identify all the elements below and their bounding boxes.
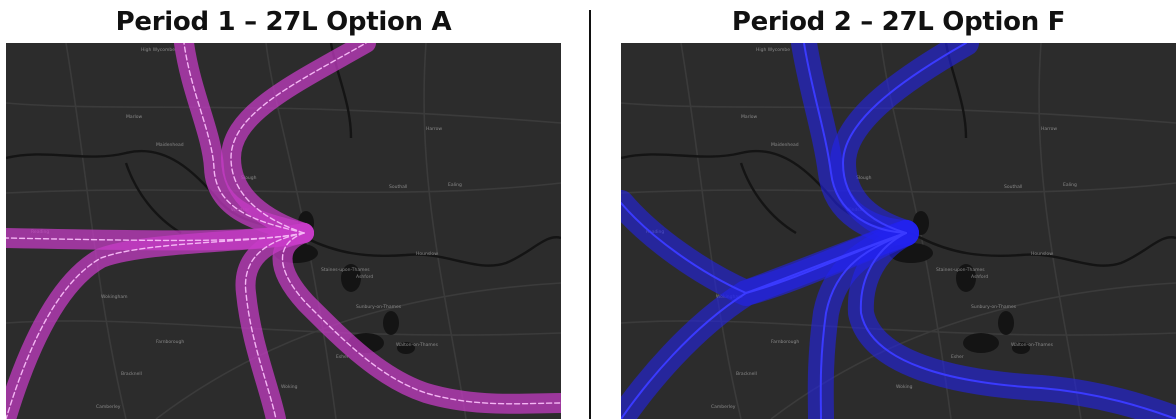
river-line <box>739 162 797 235</box>
reservoir <box>397 342 415 354</box>
reservoir <box>956 264 976 292</box>
road-line <box>880 43 952 419</box>
flight-route-centerlines <box>621 43 1176 419</box>
road-line <box>1038 43 1082 419</box>
place-label: Hounslow <box>1031 251 1053 257</box>
place-label: Maidenhead <box>771 142 799 148</box>
route-centerline-north-right <box>230 43 367 234</box>
place-label: Woking <box>281 384 298 390</box>
map-view[interactable]: High Wycombe Marlow Harrow Maidenhead Slough… <box>621 43 1176 419</box>
place-label: Harrow <box>426 126 442 132</box>
route-centerline-north-right <box>841 43 967 234</box>
route-centerline-southeast <box>859 232 1176 419</box>
route-centerline-south <box>244 232 305 419</box>
place-label: Bracknell <box>121 371 142 377</box>
road-line <box>423 43 467 419</box>
route-centerline-southwest <box>6 232 305 419</box>
reservoir <box>998 311 1014 335</box>
place-label: Woking <box>896 384 913 390</box>
route-swath-north-right <box>221 43 376 243</box>
place-label: Marlow <box>126 114 142 120</box>
road-line <box>65 43 127 419</box>
road-line <box>621 182 1176 194</box>
route-swath-north-right <box>830 43 979 246</box>
place-label: Staines-upon-Thames <box>936 267 985 273</box>
reservoir <box>341 264 361 292</box>
reservoir <box>383 311 399 335</box>
route-centerline-north-left <box>183 43 305 234</box>
place-label: Walton-on-Thames <box>1011 342 1054 348</box>
route-centerline-north-left <box>803 43 907 234</box>
place-label: Ealing <box>448 182 462 188</box>
place-label: Bracknell <box>736 371 757 377</box>
route-centerline-southwest <box>621 232 907 419</box>
period-2-panel: Period 2 – 27L Option F High Wycombe Marl… <box>621 0 1176 419</box>
flight-route-centerlines <box>6 43 561 419</box>
place-label: Slough <box>856 175 872 181</box>
place-label: Sunbury-on-Thames <box>971 304 1017 310</box>
road-line <box>680 43 742 419</box>
road-line <box>6 102 561 124</box>
road-line <box>621 102 1176 124</box>
place-label: Staines-upon-Thames <box>321 267 370 273</box>
place-label: Ashford <box>971 274 988 280</box>
place-label: Marlow <box>741 114 757 120</box>
place-label: Harrow <box>1041 126 1057 132</box>
route-centerline-southeast <box>281 232 561 405</box>
route-swath-southeast <box>272 223 561 414</box>
place-label: Slough <box>241 175 257 181</box>
place-label: Camberley <box>96 404 121 410</box>
place-label: High Wycombe <box>756 47 790 53</box>
place-label: Wokingham <box>101 294 128 300</box>
place-label: Southall <box>389 184 407 190</box>
period-1-panel: Period 1 – 27L Option A High Wycombe Marl… <box>6 0 561 419</box>
reservoir <box>963 333 999 353</box>
place-label: Farnborough <box>156 339 184 345</box>
road-line <box>6 320 561 336</box>
panel-divider <box>589 10 591 419</box>
road-line <box>6 182 561 194</box>
place-label: Hounslow <box>416 251 438 257</box>
place-label: Walton-on-Thames <box>396 342 439 348</box>
place-label: Southall <box>1004 184 1022 190</box>
route-centerline-south <box>819 232 907 419</box>
place-label: Farnborough <box>771 339 799 345</box>
place-label: Ashford <box>356 274 373 280</box>
place-label: Maidenhead <box>156 142 184 148</box>
river-line <box>124 162 182 235</box>
map-view[interactable]: High Wycombe Marlow Harrow Maidenhead Slough… <box>6 43 561 419</box>
road-line <box>265 43 337 419</box>
place-label: Ealing <box>1063 182 1077 188</box>
place-label: Camberley <box>711 404 736 410</box>
place-label: High Wycombe <box>141 47 175 53</box>
place-label: Esher <box>951 354 964 360</box>
panel-title: Period 1 – 27L Option A <box>115 7 452 37</box>
reservoir <box>1012 342 1030 354</box>
place-label: Sunbury-on-Thames <box>356 304 402 310</box>
panel-title: Period 2 – 27L Option F <box>731 7 1066 37</box>
flight-route-swaths <box>6 43 561 419</box>
place-label: Esher <box>336 354 349 360</box>
